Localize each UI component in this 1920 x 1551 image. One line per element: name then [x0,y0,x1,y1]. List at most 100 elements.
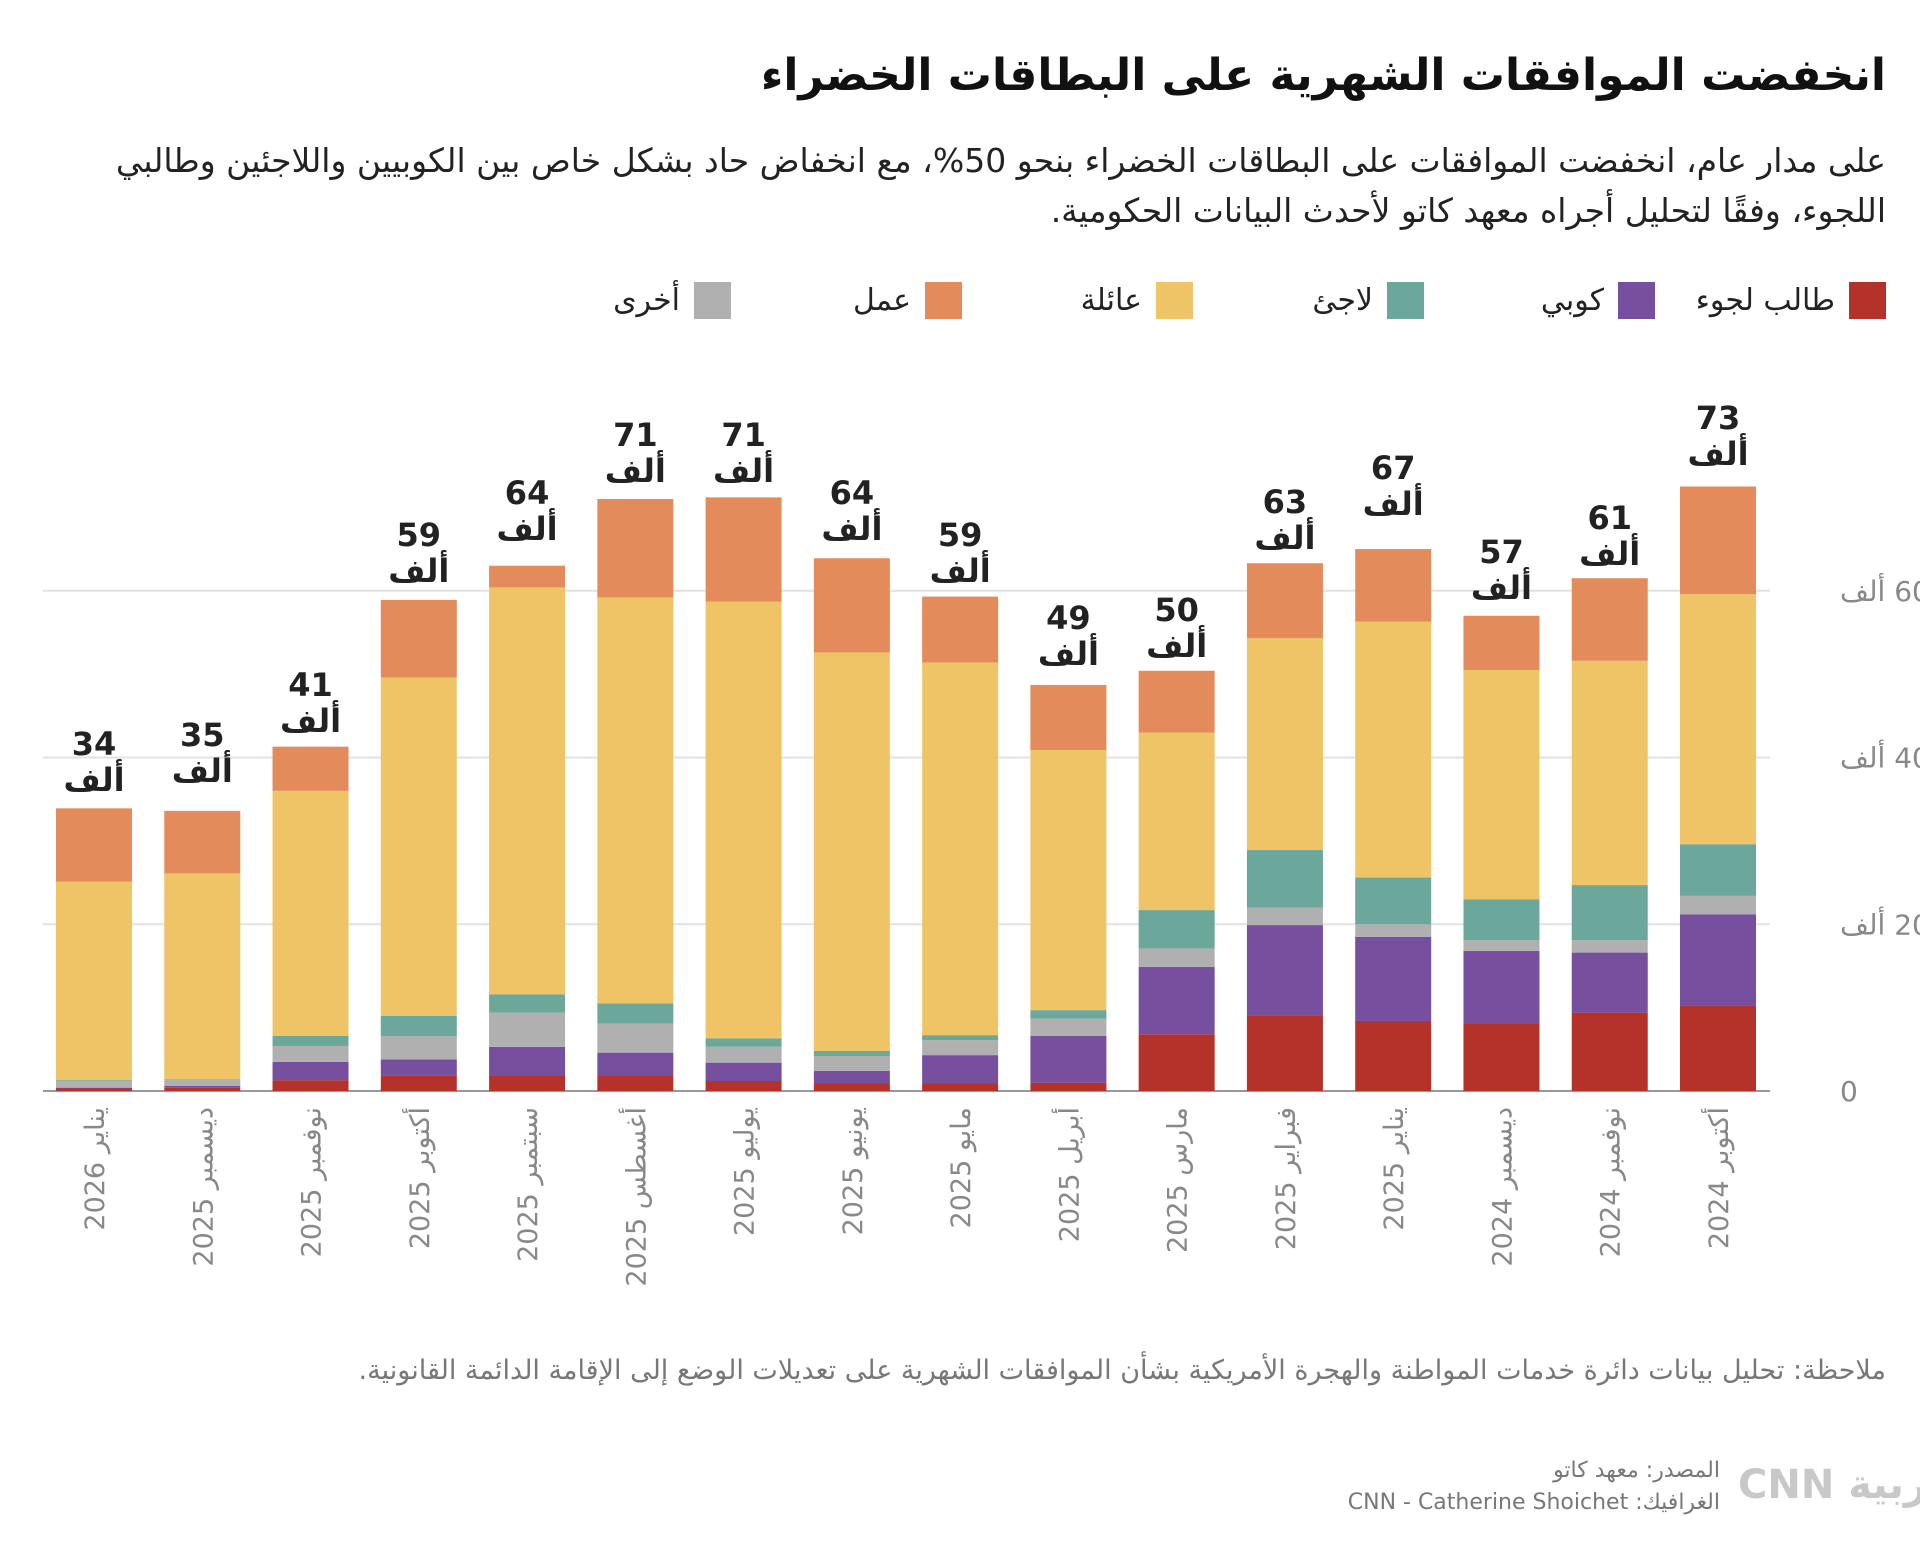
total-label: 50 ألف [1146,591,1208,666]
total-label: 59 ألف [929,516,991,591]
bar-segment [1030,749,1107,1011]
total-label: 41 ألف [279,666,342,741]
bar-segment [922,596,999,663]
bar-segment [1355,877,1432,925]
bar-segment [380,1059,457,1076]
bar-segment [1571,578,1648,661]
bar-segment [1246,638,1323,851]
x-tick-label: يناير 2026 [80,1107,111,1231]
bar-segment [164,1080,241,1086]
bar-segment [1680,1005,1756,1091]
x-tick-label: أبريل 2025 [1050,1107,1085,1242]
credit: الغرافيك: CNN - Catherine Shoichet [1347,1490,1720,1515]
total-label: 49 ألف [1037,599,1099,674]
bar-segment [813,1070,890,1084]
bar-segment [489,1046,566,1076]
legend-label: لاجئ [1312,283,1373,318]
bar-segment [1138,966,1215,1035]
legend-swatch [1387,282,1424,319]
bar-segment [705,1080,782,1091]
source: المصدر: معهد كاتو [1553,1458,1720,1483]
x-tick-label: يناير 2025 [1379,1107,1410,1231]
bar-segment [1571,885,1648,941]
bar-segment [272,1045,349,1062]
legend-item: طالب لجوء [1655,282,1886,319]
bar-segment [272,746,349,791]
y-tick-label: 60 ألف [1840,572,1920,608]
bar-segment [489,1012,566,1047]
total-label: 71 ألف [713,416,775,491]
legend-label: طالب لجوء [1695,283,1835,318]
bar-segment [1355,1020,1432,1091]
legend-item: لاجئ [1193,282,1424,319]
bar-segment [1680,844,1756,896]
bar-segment [1680,895,1756,915]
bar-segment [1355,924,1432,937]
bar-segment [56,808,132,882]
x-tick-label: نوفمبر 2025 [297,1107,328,1257]
x-tick-label: أكتوبر 2024 [1700,1107,1735,1249]
bar-segment [272,1035,349,1046]
legend-label: كوبي [1540,283,1604,318]
total-label: 35 ألف [171,716,233,791]
bar-segment [56,1080,132,1081]
bar-segment [1030,1018,1107,1036]
bar-segment [1030,1035,1107,1083]
x-tick-label: مارس 2025 [1163,1107,1194,1253]
legend-swatch [694,282,731,319]
bar-segment [1463,899,1540,941]
bar-segment [489,565,566,588]
bar-segment [489,994,566,1013]
bar-segment [1680,486,1756,595]
bar-segment [1246,907,1323,926]
x-tick-label: سبتمبر 2025 [513,1107,544,1262]
logo: CNN بالعربية [1738,1462,1920,1508]
bar-segment [272,790,349,1036]
bar-segment [164,810,241,874]
x-tick-label: يوليو 2025 [730,1107,761,1236]
legend-swatch [1849,282,1886,319]
legend-label: أخرى [613,283,680,318]
bar-segment [1355,621,1432,878]
total-label: 61 ألف [1579,499,1641,574]
bar-segment [380,1015,457,1036]
bar-segment [1355,549,1432,622]
bar-segment [1463,669,1540,900]
legend-item: عائلة [962,282,1193,319]
note: ملاحظة: تحليل بيانات دائرة خدمات المواطن… [358,1355,1886,1386]
legend-label: عائلة [1080,283,1142,318]
bar-segment [1571,940,1648,953]
bar-segment [705,1038,782,1047]
bar-segment [489,587,566,995]
x-tick-label: نوفمبر 2024 [1596,1107,1627,1257]
bar-segment [380,1035,457,1060]
legend: طالب لجوء كوبي لاجئ عائلة عمل أخرى [500,282,1886,319]
total-label: 71 ألف [604,416,666,491]
bar-segment [1571,660,1648,886]
x-tick-label: أكتوبر 2025 [401,1107,436,1249]
bar-segment [1138,948,1215,967]
bar-segment [597,499,674,598]
bar-segment [1246,850,1323,908]
total-label: 73 ألف [1687,399,1749,474]
legend-item: أخرى [500,282,731,319]
bar-segment [1463,950,1540,1024]
total-label: 34 ألف [63,724,125,799]
bar-segment [1355,936,1432,1021]
total-label: 57 ألف [1470,532,1532,607]
chart-subtitle: على مدار عام، انخفضت الموافقات على البطا… [115,141,1886,230]
total-label: 67 ألف [1362,449,1424,524]
y-tick-label: 0 [1840,1075,1858,1108]
legend-item: عمل [731,282,962,319]
bar-segment [922,1035,999,1041]
y-tick-label: 40 ألف [1840,739,1920,775]
bar-segment [1030,1010,1107,1019]
bar-segment [164,1079,241,1081]
bar-segment [597,1075,674,1091]
legend-swatch [1618,282,1655,319]
bar-segment [1571,952,1648,1013]
bar-segment [597,597,674,1004]
bar-segment [813,1083,890,1091]
bar-segment [1246,563,1323,639]
